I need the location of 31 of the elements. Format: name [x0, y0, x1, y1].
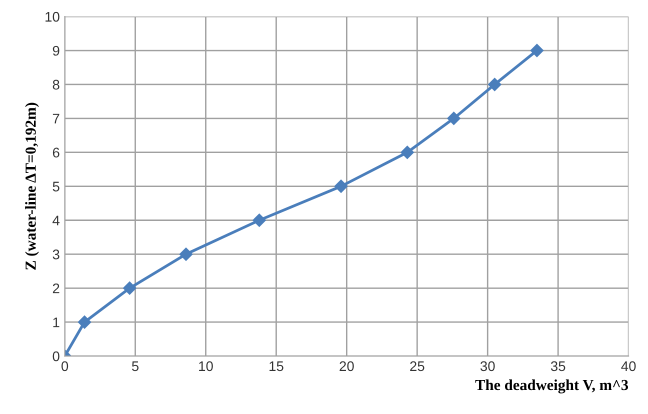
y-tick-label: 0: [52, 351, 60, 362]
y-tick-label: 2: [52, 283, 60, 294]
point: [447, 112, 460, 125]
y-tick-label: 10: [46, 12, 60, 22]
y-tick-label: 8: [52, 80, 60, 90]
y-tick-label: 4: [52, 216, 60, 226]
x-tick-label: 40: [621, 361, 636, 372]
y-axis-title: Z (water-line ΔT=0,192m): [25, 102, 39, 270]
y-tick-label: 1: [53, 318, 60, 328]
x-tick-label: 10: [199, 361, 213, 372]
x-tick-label: 15: [270, 361, 284, 372]
point: [488, 78, 502, 92]
y-tick-label: 5: [52, 182, 60, 192]
point: [123, 282, 136, 295]
x-tick-label: 0: [61, 361, 68, 372]
y-tick-label: 3: [52, 250, 60, 260]
point: [78, 316, 92, 329]
point: [334, 180, 348, 193]
point: [252, 214, 266, 227]
y-tick-label: 6: [52, 148, 60, 158]
x-tick-label: 5: [132, 361, 139, 372]
x-tick-label: 20: [340, 361, 354, 372]
x-tick-label: 30: [480, 361, 495, 372]
y-tick-label: 9: [52, 46, 60, 56]
x-axis-title: The deadweight V, m^3: [475, 379, 628, 394]
x-tick-label: 35: [550, 361, 566, 372]
point: [179, 248, 193, 261]
x-tick-label: 25: [410, 361, 424, 372]
point: [400, 146, 414, 159]
point: [530, 44, 544, 58]
y-tick-label: 7: [52, 114, 60, 124]
